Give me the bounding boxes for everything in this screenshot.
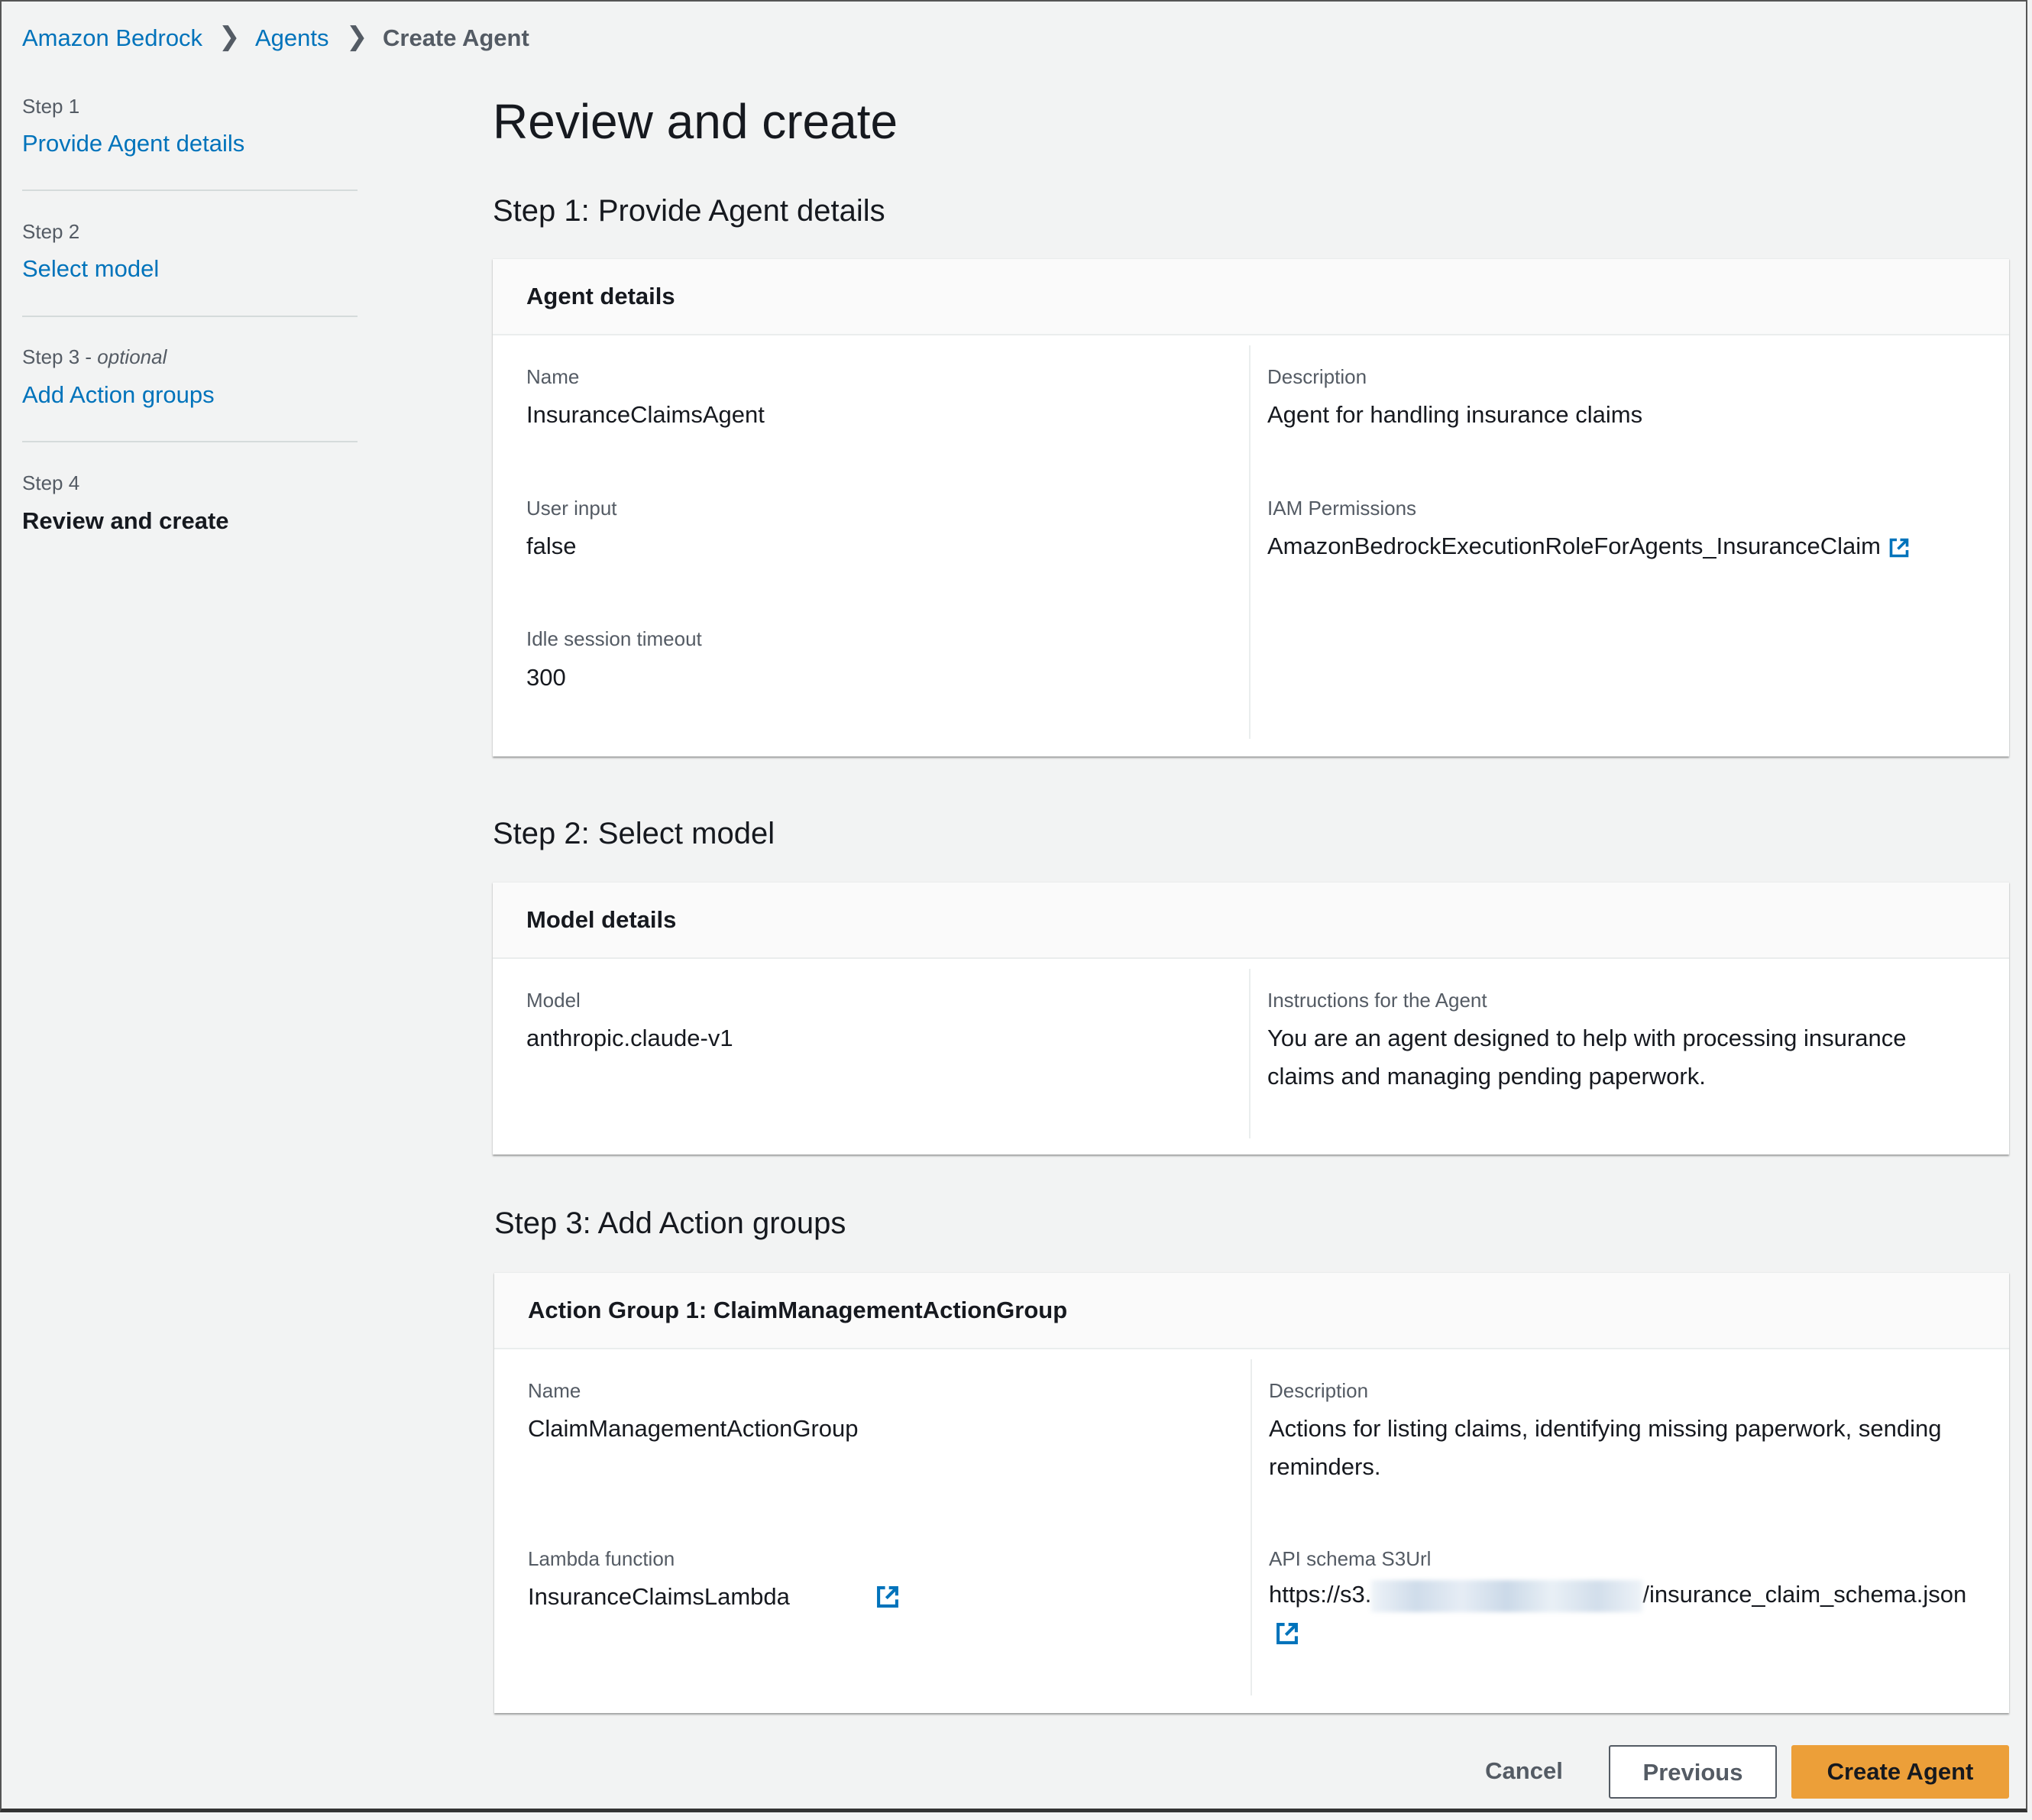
lambda-link[interactable]: InsuranceClaimsLambda	[528, 1583, 790, 1610]
step-2-link[interactable]: Select model	[22, 255, 160, 282]
action-group-card: Action Group 1: ClaimManagementActionGro…	[494, 1272, 2009, 1713]
agent-details-card: Agent details Name InsuranceClaimsAgent …	[493, 258, 2009, 756]
divider	[22, 316, 358, 317]
schema-url-link[interactable]: https://s3. /insurance_claim_schema.json	[1269, 1580, 1966, 1612]
step-3-label: Step 3 - optional	[22, 345, 167, 368]
name-label: Name	[528, 1379, 581, 1402]
optional-tag: optional	[97, 345, 167, 368]
column-divider	[1251, 1359, 1252, 1695]
card-title: Model details	[493, 882, 2009, 959]
model-value: anthropic.claude-v1	[526, 1025, 733, 1051]
step-3-heading: Step 3: Add Action groups	[494, 1206, 846, 1240]
card-title: Action Group 1: ClaimManagementActionGro…	[494, 1273, 2009, 1349]
chevron-right-icon: ❯	[346, 22, 368, 51]
step-4-label: Step 4	[22, 471, 80, 494]
redacted-bucket	[1371, 1580, 1643, 1612]
step-1-heading: Step 1: Provide Agent details	[493, 194, 885, 228]
external-link-icon	[1889, 538, 1908, 558]
name-value: InsuranceClaimsAgent	[526, 401, 765, 428]
iam-role-text: AmazonBedrockExecutionRoleForAgents_Insu…	[1267, 533, 1881, 559]
instructions-line-2: claims and managing pending paperwork.	[1267, 1063, 1706, 1090]
user-input-value: false	[526, 533, 577, 559]
model-details-card: Model details Model anthropic.claude-v1 …	[493, 882, 2009, 1155]
name-value: ClaimManagementActionGroup	[528, 1415, 859, 1442]
step-3-label-text: Step 3	[22, 345, 80, 368]
step-1-label: Step 1	[22, 95, 80, 118]
description-value: Agent for handling insurance claims	[1267, 401, 1643, 428]
description-label: Description	[1269, 1379, 1369, 1402]
idle-timeout-label: Idle session timeout	[526, 627, 702, 650]
step-2-heading: Step 2: Select model	[493, 817, 775, 850]
user-input-label: User input	[526, 497, 617, 520]
page-title: Review and create	[493, 94, 898, 149]
name-label: Name	[526, 365, 580, 388]
breadcrumb-agents[interactable]: Agents	[255, 24, 329, 51]
breadcrumb-current: Create Agent	[383, 24, 529, 51]
schema-url-suffix: /insurance_claim_schema.json	[1642, 1581, 1967, 1608]
instructions-line-1: You are an agent designed to help with p…	[1267, 1025, 1907, 1051]
description-label: Description	[1267, 365, 1367, 388]
description-line-1: Actions for listing claims, identifying …	[1269, 1415, 1942, 1442]
step-2-label: Step 2	[22, 220, 80, 243]
previous-button[interactable]: Previous	[1609, 1745, 1777, 1799]
cancel-button[interactable]: Cancel	[1485, 1757, 1563, 1784]
step-4-current: Review and create	[22, 507, 229, 534]
step-1-link[interactable]: Provide Agent details	[22, 130, 245, 157]
model-label: Model	[526, 989, 581, 1012]
create-agent-button[interactable]: Create Agent	[1791, 1745, 2009, 1799]
column-divider	[1249, 345, 1251, 739]
schema-url-prefix: https://s3.	[1269, 1581, 1372, 1608]
breadcrumb-amazon-bedrock[interactable]: Amazon Bedrock	[22, 24, 203, 51]
instructions-label: Instructions for the Agent	[1267, 989, 1487, 1012]
external-link-icon[interactable]	[875, 1584, 901, 1610]
step-3-link[interactable]: Add Action groups	[22, 381, 215, 408]
divider	[22, 441, 358, 442]
external-link-icon[interactable]	[1274, 1621, 1300, 1647]
description-line-2: reminders.	[1269, 1453, 1381, 1480]
lambda-label: Lambda function	[528, 1547, 675, 1570]
divider	[22, 189, 358, 191]
iam-role-link[interactable]: AmazonBedrockExecutionRoleForAgents_Insu…	[1267, 533, 1911, 560]
chevron-right-icon: ❯	[218, 22, 241, 51]
column-divider	[1249, 969, 1251, 1138]
card-title: Agent details	[493, 259, 2009, 335]
idle-timeout-value: 300	[526, 664, 566, 691]
iam-label: IAM Permissions	[1267, 497, 1417, 520]
schema-label: API schema S3Url	[1269, 1547, 1432, 1570]
